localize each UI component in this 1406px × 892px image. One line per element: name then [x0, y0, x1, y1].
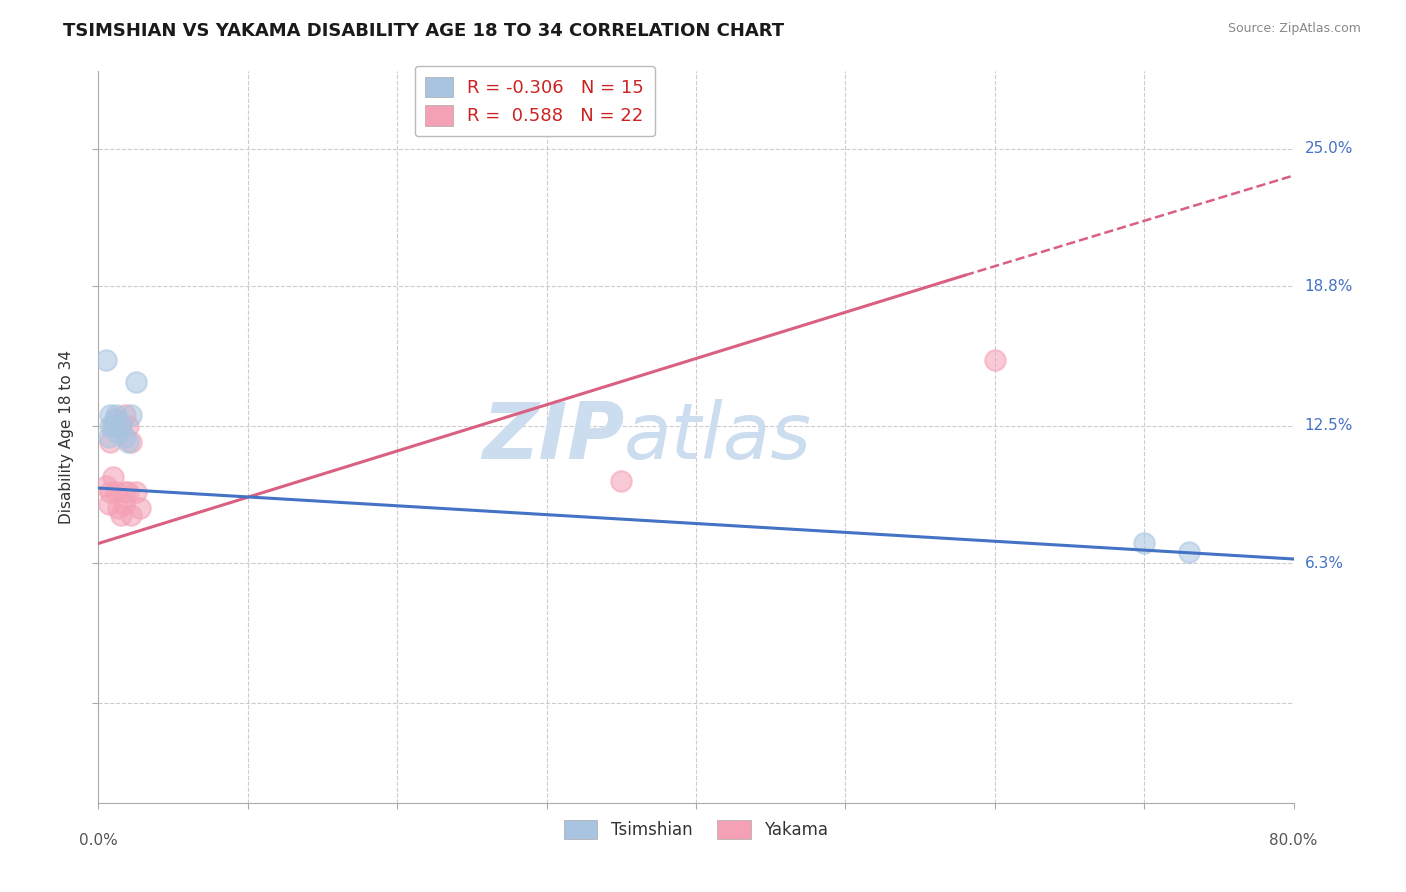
Point [105, 485, 128, 500]
Point [117, 485, 139, 500]
Point [114, 408, 136, 422]
Text: 6.3%: 6.3% [1305, 556, 1344, 571]
Point [110, 508, 132, 522]
Point [117, 434, 139, 449]
Y-axis label: Disability Age 18 to 34: Disability Age 18 to 34 [59, 350, 75, 524]
Point [98, 434, 122, 449]
Point [107, 501, 129, 516]
Point [129, 501, 152, 516]
Point [120, 408, 142, 422]
Point [105, 412, 128, 426]
Point [94, 352, 117, 367]
Point [610, 475, 633, 489]
Point [125, 375, 148, 389]
Point [94, 479, 117, 493]
Point [110, 419, 132, 434]
Text: 12.5%: 12.5% [1305, 418, 1353, 434]
Point [125, 485, 148, 500]
Text: atlas: atlas [624, 399, 813, 475]
Text: Source: ZipAtlas.com: Source: ZipAtlas.com [1227, 22, 1361, 36]
Point [98, 419, 122, 434]
Point [114, 430, 136, 444]
Point [107, 425, 129, 440]
Point [114, 485, 136, 500]
Point [98, 408, 122, 422]
Text: ZIP: ZIP [482, 399, 624, 475]
Point [103, 419, 125, 434]
Point [1133, 536, 1156, 550]
Text: TSIMSHIAN VS YAKAMA DISABILITY AGE 18 TO 34 CORRELATION CHART: TSIMSHIAN VS YAKAMA DISABILITY AGE 18 TO… [63, 22, 785, 40]
Point [105, 408, 128, 422]
Point [112, 497, 135, 511]
Point [120, 508, 142, 522]
Point [98, 485, 122, 500]
Point [103, 419, 125, 434]
Legend: Tsimshian, Yakama: Tsimshian, Yakama [557, 814, 835, 846]
Point [984, 352, 1007, 367]
Text: 80.0%: 80.0% [1270, 833, 1317, 848]
Point [120, 434, 142, 449]
Point [103, 470, 125, 484]
Point [97, 497, 120, 511]
Point [110, 419, 132, 434]
Point [117, 419, 139, 434]
Text: 18.8%: 18.8% [1305, 279, 1353, 293]
Point [97, 430, 120, 444]
Point [104, 412, 127, 426]
Point [1178, 545, 1201, 559]
Text: 0.0%: 0.0% [79, 833, 118, 848]
Text: 25.0%: 25.0% [1305, 142, 1353, 156]
